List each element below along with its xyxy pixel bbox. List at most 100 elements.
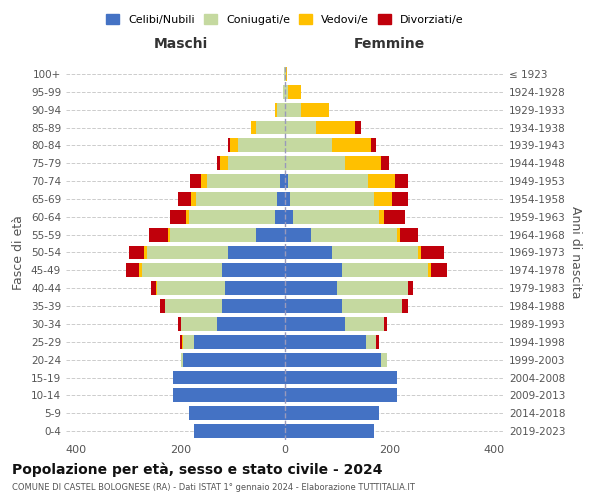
Bar [285, 352, 382, 366]
Bar [186, 210, 188, 224]
Bar [181, 317, 217, 331]
Bar [285, 138, 332, 152]
Bar [283, 85, 285, 99]
Bar [285, 156, 345, 170]
Bar [285, 120, 316, 134]
Bar [207, 174, 280, 188]
Bar [343, 299, 403, 313]
Bar [345, 156, 382, 170]
Bar [173, 370, 285, 384]
Bar [384, 210, 405, 224]
Bar [368, 174, 395, 188]
Bar [188, 210, 275, 224]
Bar [301, 102, 329, 117]
Bar [285, 102, 301, 117]
Bar [275, 102, 277, 117]
Text: Maschi: Maschi [154, 36, 208, 51]
Bar [256, 120, 285, 134]
Bar [194, 335, 285, 349]
Bar [147, 246, 227, 260]
Bar [178, 317, 181, 331]
Bar [149, 228, 167, 241]
Bar [285, 174, 287, 188]
Bar [196, 192, 277, 206]
Bar [151, 281, 156, 295]
Bar [128, 246, 144, 260]
Bar [238, 138, 285, 152]
Bar [285, 246, 332, 260]
Bar [407, 281, 413, 295]
Bar [286, 67, 287, 81]
Bar [337, 281, 407, 295]
Bar [230, 138, 238, 152]
Bar [165, 299, 223, 313]
Bar [332, 138, 371, 152]
Text: COMUNE DI CASTEL BOLOGNESE (RA) - Dati ISTAT 1° gennaio 2024 - Elaborazione TUTT: COMUNE DI CASTEL BOLOGNESE (RA) - Dati I… [12, 484, 415, 492]
Bar [311, 228, 397, 241]
Bar [285, 299, 343, 313]
Bar [316, 120, 355, 134]
Bar [403, 299, 407, 313]
Bar [184, 335, 194, 349]
Bar [256, 228, 285, 241]
Bar [332, 246, 418, 260]
Bar [217, 317, 285, 331]
Bar [418, 246, 421, 260]
Bar [285, 210, 293, 224]
Bar [285, 192, 290, 206]
Bar [366, 335, 376, 349]
Bar [379, 210, 384, 224]
Bar [284, 67, 285, 81]
Bar [355, 120, 361, 134]
Bar [285, 281, 337, 295]
Bar [285, 335, 366, 349]
Bar [179, 335, 182, 349]
Bar [382, 352, 386, 366]
Legend: Celibi/Nubili, Coniugati/e, Vedovi/e, Divorziati/e: Celibi/Nubili, Coniugati/e, Vedovi/e, Di… [103, 10, 467, 28]
Bar [194, 424, 285, 438]
Bar [397, 228, 400, 241]
Bar [285, 67, 286, 81]
Bar [285, 317, 345, 331]
Bar [144, 246, 147, 260]
Bar [170, 210, 186, 224]
Bar [227, 156, 285, 170]
Bar [285, 228, 311, 241]
Bar [277, 102, 285, 117]
Bar [285, 388, 397, 402]
Bar [181, 352, 184, 366]
Bar [223, 264, 285, 278]
Bar [421, 246, 444, 260]
Bar [225, 281, 285, 295]
Bar [217, 156, 220, 170]
Y-axis label: Anni di nascita: Anni di nascita [569, 206, 582, 298]
Bar [382, 156, 389, 170]
Bar [200, 174, 207, 188]
Bar [173, 388, 285, 402]
Bar [285, 424, 374, 438]
Bar [285, 406, 379, 420]
Bar [227, 246, 285, 260]
Bar [280, 174, 285, 188]
Bar [343, 264, 428, 278]
Bar [371, 138, 376, 152]
Y-axis label: Fasce di età: Fasce di età [13, 215, 25, 290]
Bar [142, 264, 223, 278]
Bar [178, 192, 191, 206]
Bar [428, 264, 431, 278]
Text: Femmine: Femmine [353, 36, 425, 51]
Bar [188, 406, 285, 420]
Text: Popolazione per età, sesso e stato civile - 2024: Popolazione per età, sesso e stato civil… [12, 462, 383, 477]
Bar [277, 192, 285, 206]
Bar [156, 281, 157, 295]
Bar [285, 370, 397, 384]
Bar [157, 281, 225, 295]
Bar [293, 210, 379, 224]
Bar [287, 85, 301, 99]
Bar [167, 228, 170, 241]
Bar [285, 85, 287, 99]
Bar [223, 299, 285, 313]
Bar [400, 228, 418, 241]
Bar [285, 264, 343, 278]
Bar [126, 264, 139, 278]
